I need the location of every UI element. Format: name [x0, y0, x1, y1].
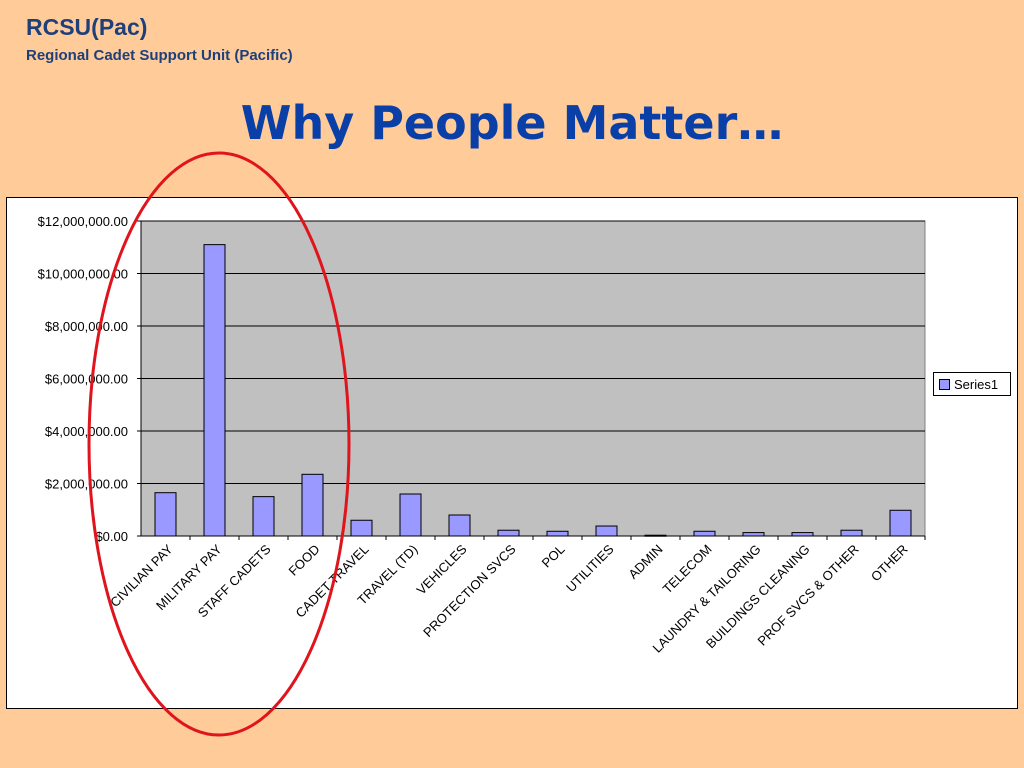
- y-tick-label: $4,000,000.00: [45, 424, 128, 439]
- y-tick-label: $0.00: [95, 529, 128, 544]
- y-tick-label: $12,000,000.00: [38, 214, 128, 229]
- slide-title: Why People Matter…: [240, 96, 784, 150]
- y-tick-label: $6,000,000.00: [45, 372, 128, 387]
- bar: [889, 509, 912, 537]
- highlight-ellipse: [87, 151, 351, 737]
- bar: [546, 530, 569, 537]
- bar: [840, 529, 863, 537]
- bar: [595, 525, 618, 537]
- x-tick-label: OTHER: [868, 542, 911, 585]
- x-tick-label: POL: [539, 542, 568, 571]
- chart-legend: Series1: [933, 372, 1011, 396]
- org-title: RCSU(Pac): [26, 14, 148, 40]
- y-tick-label: $8,000,000.00: [45, 319, 128, 334]
- x-tick-label: PROF SVCS & OTHER: [754, 542, 861, 649]
- bar: [742, 532, 765, 537]
- y-tick-label: $10,000,000.00: [38, 267, 128, 282]
- plot-layer: [137, 220, 926, 540]
- bar: [693, 530, 716, 537]
- bar: [644, 534, 667, 537]
- legend-swatch: [939, 378, 950, 390]
- legend-label: Series1: [954, 376, 999, 392]
- y-tick-label: $2,000,000.00: [45, 477, 128, 492]
- bar: [497, 529, 520, 537]
- org-subtitle: Regional Cadet Support Unit (Pacific): [26, 47, 293, 64]
- x-tick-label: FOOD: [285, 542, 322, 579]
- bar: [154, 492, 177, 537]
- bar: [399, 493, 422, 537]
- bar: [791, 532, 814, 537]
- x-tick-label: UTILITIES: [563, 541, 617, 595]
- bar: [350, 519, 373, 537]
- bar: [203, 244, 226, 537]
- bar: [301, 473, 324, 537]
- x-tick-label: ADMIN: [625, 542, 665, 582]
- overlay-layer: [87, 151, 351, 737]
- bar: [448, 514, 471, 537]
- bar: [252, 496, 275, 537]
- x-tick-label: PROTECTION SVCS: [420, 541, 519, 640]
